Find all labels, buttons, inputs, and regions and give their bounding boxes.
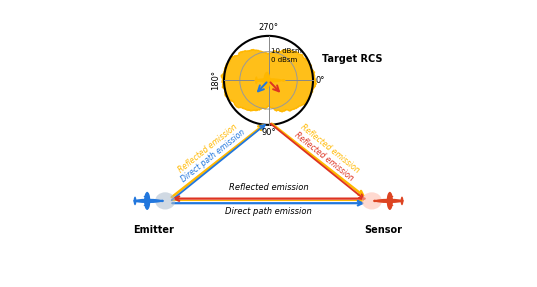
Text: Reflected emission: Reflected emission xyxy=(229,183,308,192)
Ellipse shape xyxy=(387,192,393,210)
Text: Reflected emission: Reflected emission xyxy=(298,122,361,175)
Ellipse shape xyxy=(281,79,286,82)
Ellipse shape xyxy=(143,196,149,197)
Ellipse shape xyxy=(388,205,394,206)
Text: Direct path emission: Direct path emission xyxy=(179,128,247,185)
Text: 180°: 180° xyxy=(212,70,221,90)
Ellipse shape xyxy=(255,78,282,83)
Text: 0°: 0° xyxy=(315,76,325,85)
Ellipse shape xyxy=(134,197,136,205)
Text: Direct path emission: Direct path emission xyxy=(225,207,312,216)
Text: 0 dBsm: 0 dBsm xyxy=(271,57,297,63)
Ellipse shape xyxy=(388,196,394,197)
Polygon shape xyxy=(221,50,316,112)
Text: 10 dBsm: 10 dBsm xyxy=(271,48,302,54)
Ellipse shape xyxy=(373,200,376,202)
Text: Target RCS: Target RCS xyxy=(322,54,382,64)
Ellipse shape xyxy=(133,199,163,203)
Text: Emitter: Emitter xyxy=(133,225,174,235)
Ellipse shape xyxy=(144,192,150,210)
Text: 90°: 90° xyxy=(261,128,276,137)
Ellipse shape xyxy=(263,72,271,89)
Ellipse shape xyxy=(143,205,149,206)
Text: Reflected emission: Reflected emission xyxy=(176,122,239,175)
Text: 270°: 270° xyxy=(258,24,279,32)
Ellipse shape xyxy=(155,192,175,210)
Ellipse shape xyxy=(255,76,258,84)
Ellipse shape xyxy=(362,192,382,210)
Text: Reflected emission: Reflected emission xyxy=(293,130,355,183)
Ellipse shape xyxy=(401,197,403,205)
Ellipse shape xyxy=(374,199,404,203)
Ellipse shape xyxy=(161,200,164,202)
Text: Sensor: Sensor xyxy=(364,225,402,235)
